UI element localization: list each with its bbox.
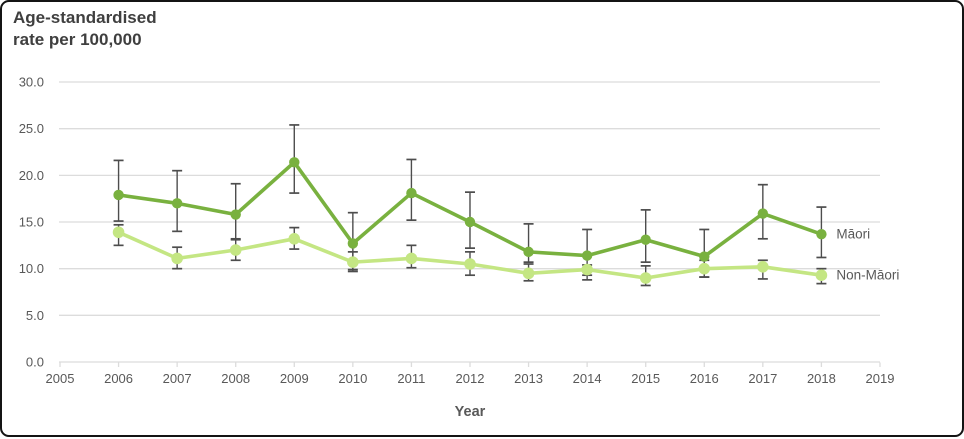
x-tick-label: 2010	[338, 371, 367, 386]
x-tick-label: 2015	[631, 371, 660, 386]
data-point-maori-2007	[171, 198, 183, 209]
data-point-non-maori-2008	[229, 244, 242, 256]
x-tick-label: 2005	[46, 371, 75, 386]
x-tick-label: 2019	[866, 371, 895, 386]
data-point-maori-2010	[347, 238, 359, 249]
data-point-non-maori-2007	[171, 252, 183, 265]
x-tick-label: 2006	[104, 371, 133, 386]
data-point-maori-2012	[464, 216, 476, 228]
data-point-non-maori-2010	[347, 256, 359, 268]
x-tick-label: 2012	[456, 371, 485, 386]
legend-label-maori: Māori	[836, 227, 870, 242]
x-axis-title: Year	[454, 404, 486, 420]
data-point-maori-2006	[113, 189, 124, 201]
chart-title-line1: Age-standardised	[13, 8, 157, 27]
data-point-maori-2016	[699, 251, 710, 262]
data-point-non-maori-2009	[288, 233, 301, 245]
y-tick-label: 25.0	[19, 121, 44, 136]
x-tick-label: 2013	[514, 371, 543, 386]
x-tick-label: 2017	[748, 371, 777, 386]
data-point-maori-2011	[406, 187, 417, 199]
data-point-maori-2008	[230, 209, 241, 220]
x-tick-label: 2009	[280, 371, 309, 386]
chart-title: Age-standardised rate per 100,000	[13, 7, 157, 52]
data-point-non-maori-2015	[639, 272, 652, 284]
y-tick-labels: 0.0 5.0 10.0 15.0 20.0 25.0 30.0	[19, 75, 44, 370]
x-tick-label: 2016	[690, 371, 719, 386]
y-tick-label: 20.0	[19, 168, 44, 183]
series-non-maori	[112, 226, 828, 284]
y-tick-label: 15.0	[19, 215, 44, 230]
data-point-maori-2015	[640, 234, 651, 245]
y-tick-label: 5.0	[26, 308, 44, 323]
x-tick-label: 2018	[807, 371, 836, 386]
data-point-non-maori-2013	[522, 267, 535, 280]
legend-label-non-maori: Non-Māori	[836, 268, 899, 283]
x-axis	[59, 361, 881, 367]
x-tick-label: 2014	[573, 371, 602, 386]
data-point-non-maori-2018	[815, 269, 828, 282]
data-point-non-maori-2012	[464, 258, 476, 270]
data-point-maori-2009	[289, 157, 300, 168]
data-point-non-maori-2017	[757, 261, 769, 273]
x-tick-label: 2011	[397, 371, 425, 386]
chart-title-line2: rate per 100,000	[13, 30, 142, 50]
data-point-maori-2017	[757, 208, 769, 219]
data-point-non-maori-2016	[698, 262, 711, 275]
data-point-maori-2018	[816, 228, 827, 240]
y-tick-label: 10.0	[19, 261, 44, 276]
y-tick-label: 30.0	[19, 75, 44, 90]
data-point-non-maori-2011	[405, 252, 418, 265]
data-point-non-maori-2014	[581, 263, 593, 276]
y-tick-label: 0.0	[26, 355, 44, 370]
x-tick-labels: 2005 2006 2007 2008 2009 2010 2011 2012 2013 2014…	[46, 371, 895, 386]
legend: Māori Non-Māori	[836, 227, 899, 283]
x-tick-label: 2007	[163, 371, 192, 386]
series-maori	[113, 157, 827, 262]
data-point-non-maori-2006	[112, 226, 125, 239]
data-point-maori-2014	[581, 250, 593, 261]
data-point-maori-2013	[523, 246, 534, 258]
x-tick-label: 2008	[221, 371, 250, 386]
